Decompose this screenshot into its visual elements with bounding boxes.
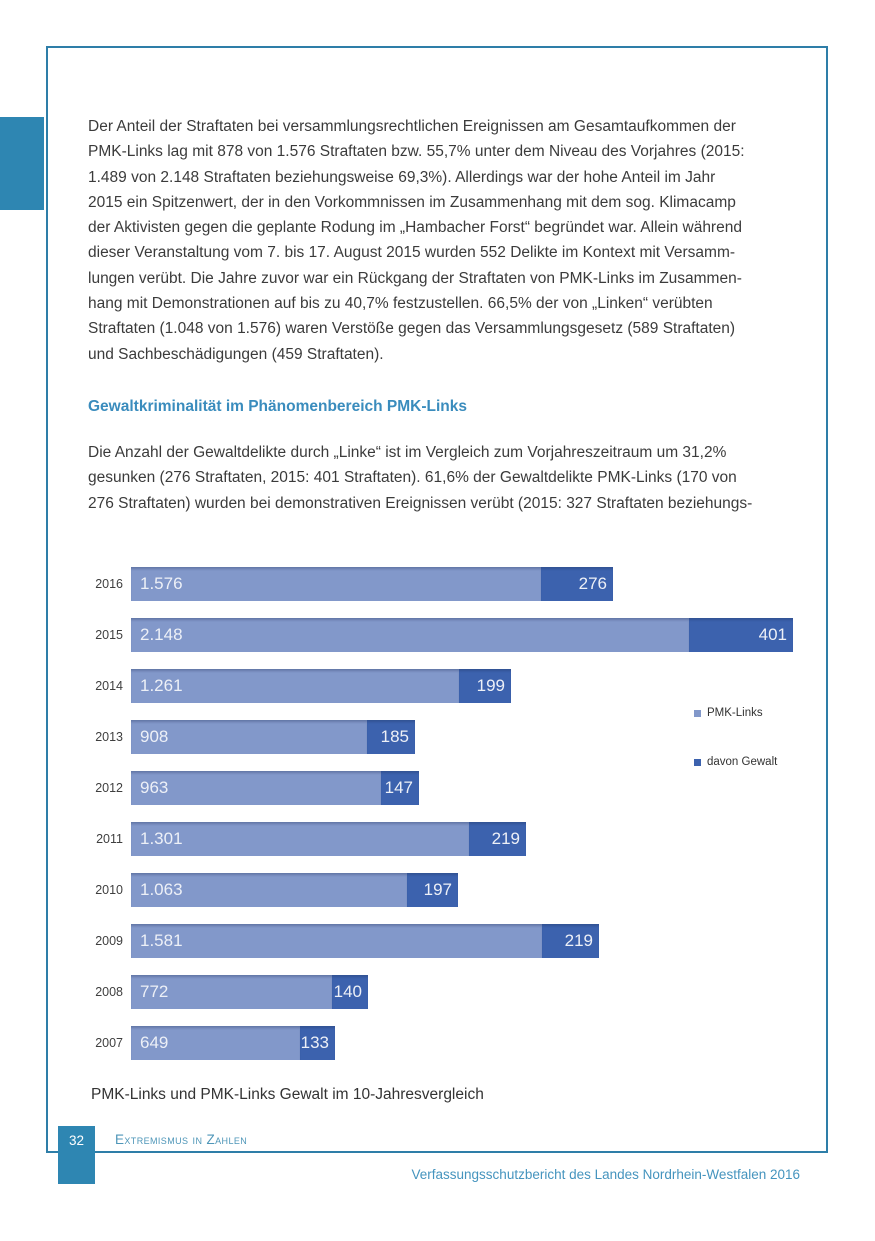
bar-value-pmk-links: 1.261: [140, 676, 183, 695]
bar-segment-pmk-links: 1.261: [131, 669, 459, 703]
legend-label: PMK-Links: [707, 707, 763, 719]
bar-segment-pmk-links: 908: [131, 720, 367, 754]
legend-swatch-icon: [694, 709, 701, 717]
year-axis-label: 2008: [95, 985, 123, 999]
paragraph-gewaltdelikte: Die Anzahl der Gewaltdelikte durch „Link…: [88, 444, 753, 512]
bar-segment-pmk-links: 1.576: [131, 567, 541, 601]
chapter-side-tab: [0, 117, 44, 210]
bar-value-pmk-links: 908: [140, 727, 169, 746]
bar-value-davon-gewalt: 133: [300, 1033, 329, 1052]
bar-value-pmk-links: 963: [140, 778, 169, 797]
year-axis-label: 2010: [95, 883, 123, 897]
bar-value-pmk-links: 1.301: [140, 829, 183, 848]
chart-row-2013: 2013 908 185: [83, 720, 793, 754]
bar-segment-davon-gewalt: 276: [541, 567, 613, 601]
bar-segment-davon-gewalt: 199: [459, 669, 511, 703]
year-axis-label: 2007: [95, 1036, 123, 1050]
chart-row-2016: 2016 1.576 276: [83, 567, 793, 601]
bar-value-davon-gewalt: 219: [491, 829, 520, 848]
chart-row-2008: 2008 772 140: [83, 975, 793, 1009]
bar-value-pmk-links: 1.581: [140, 931, 183, 950]
bar-segment-pmk-links: 1.581: [131, 924, 542, 958]
bar-value-davon-gewalt: 185: [380, 727, 409, 746]
bar-segment-davon-gewalt: 147: [381, 771, 419, 805]
bar-segment-davon-gewalt: 401: [689, 618, 793, 652]
year-axis-label: 2009: [95, 934, 123, 948]
year-axis-label: 2015: [95, 628, 123, 642]
bar-value-davon-gewalt: 197: [423, 880, 452, 899]
bar-segment-pmk-links: 772: [131, 975, 332, 1009]
chart-row-2012: 2012 963 147: [83, 771, 793, 805]
bar-segment-davon-gewalt: 140: [332, 975, 368, 1009]
legend-swatch-icon: [694, 758, 701, 766]
year-axis-label: 2014: [95, 679, 123, 693]
year-axis-label: 2016: [95, 577, 123, 591]
bar-value-davon-gewalt: 219: [564, 931, 593, 950]
legend-label: davon Gewalt: [707, 756, 778, 768]
paragraph-straftaten: Der Anteil der Straftaten bei versammlun…: [88, 118, 745, 363]
bar-segment-pmk-links: 1.301: [131, 822, 469, 856]
chart-row-2014: 2014 1.261 199: [83, 669, 793, 703]
bar-value-pmk-links: 2.148: [140, 625, 183, 644]
bar-value-davon-gewalt: 147: [384, 778, 413, 797]
bar-value-davon-gewalt: 140: [333, 982, 362, 1001]
chart-caption: PMK-Links und PMK-Links Gewalt im 10-Jah…: [91, 1086, 484, 1103]
chart-row-2011: 2011 1.301 219: [83, 822, 793, 856]
bar-segment-davon-gewalt: 219: [542, 924, 599, 958]
legend-entry-davon-gewalt: davon Gewalt: [694, 756, 777, 768]
bar-segment-davon-gewalt: 133: [300, 1026, 335, 1060]
bar-value-davon-gewalt: 401: [758, 625, 787, 644]
bar-value-pmk-links: 772: [140, 982, 169, 1001]
bar-segment-pmk-links: 1.063: [131, 873, 407, 907]
bar-segment-pmk-links: 2.148: [131, 618, 689, 652]
year-axis-label: 2011: [96, 832, 123, 846]
footer-report-title: Verfassungsschutzbericht des Landes Nord…: [411, 1167, 800, 1182]
chart-row-2009: 2009 1.581 219: [83, 924, 793, 958]
chart-row-2010: 2010 1.063 197: [83, 873, 793, 907]
footer-section-title: Extremismus in Zahlen: [115, 1132, 248, 1147]
chart-row-2007: 2007 649 133: [83, 1026, 793, 1060]
chart-row-2015: 2015 2.148 401: [83, 618, 793, 652]
bar-segment-pmk-links: 963: [131, 771, 381, 805]
section-heading: Gewaltkriminalität im Phänomenbereich PM…: [88, 398, 467, 415]
bar-value-pmk-links: 1.063: [140, 880, 183, 899]
year-axis-label: 2013: [95, 730, 123, 744]
year-axis-label: 2012: [95, 781, 123, 795]
legend-entry-pmk-links: PMK-Links: [694, 707, 777, 719]
bar-value-pmk-links: 1.576: [140, 574, 183, 593]
page-number-badge: 32: [58, 1126, 95, 1184]
bar-value-davon-gewalt: 276: [578, 574, 607, 593]
bar-segment-davon-gewalt: 219: [469, 822, 526, 856]
bar-value-pmk-links: 649: [140, 1033, 169, 1052]
bar-segment-davon-gewalt: 185: [367, 720, 415, 754]
bar-value-davon-gewalt: 199: [476, 676, 505, 695]
bar-chart-pmk-links: 2016 1.576 276 2015 2.148 401 2014 1.261 199 2013…: [83, 567, 793, 1077]
chart-legend: PMK-Links davon Gewalt: [694, 707, 777, 805]
bar-segment-pmk-links: 649: [131, 1026, 300, 1060]
bar-segment-davon-gewalt: 197: [407, 873, 458, 907]
